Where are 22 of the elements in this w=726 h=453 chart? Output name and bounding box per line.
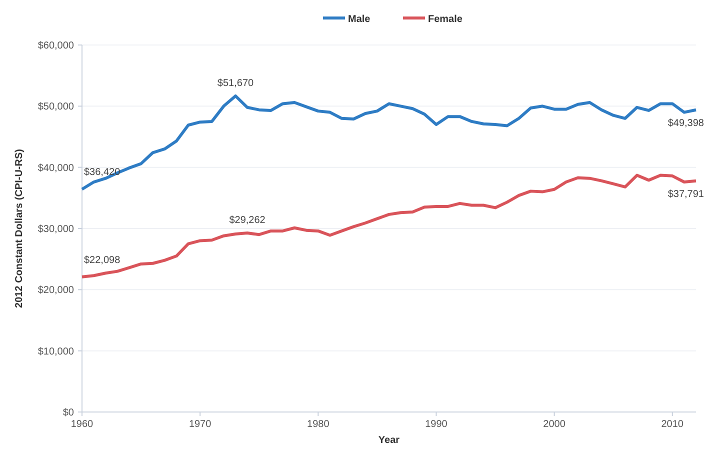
y-tick-label: $60,000 (38, 40, 74, 52)
x-tick-label: 1970 (188, 419, 212, 430)
x-tick-label: 2010 (661, 419, 684, 430)
x-tick-label: 2000 (543, 419, 566, 430)
y-tick-label: $10,000 (38, 346, 74, 358)
y-tick-label: $20,000 (38, 285, 74, 296)
y-tick-label: $40,000 (38, 162, 74, 174)
annotation: $49,398 (668, 118, 704, 129)
legend-label: Male (348, 14, 371, 25)
y-axis-title: 2012 Constant Dollars (CPI-U-RS) (14, 149, 25, 308)
annotation: $29,262 (229, 215, 266, 226)
legend-label: Female (428, 14, 463, 25)
y-tick-label: $0 (62, 408, 74, 418)
x-tick-label: 1960 (70, 419, 94, 430)
y-tick-label: $50,000 (38, 102, 74, 113)
x-axis-title: Year (378, 435, 400, 446)
annotation: $37,791 (668, 188, 704, 200)
annotation: $22,098 (84, 254, 121, 266)
y-tick-label: $30,000 (38, 224, 74, 235)
x-tick-label: 1980 (307, 419, 330, 430)
annotation: $51,670 (217, 78, 254, 89)
x-tick-label: 1990 (425, 419, 448, 430)
